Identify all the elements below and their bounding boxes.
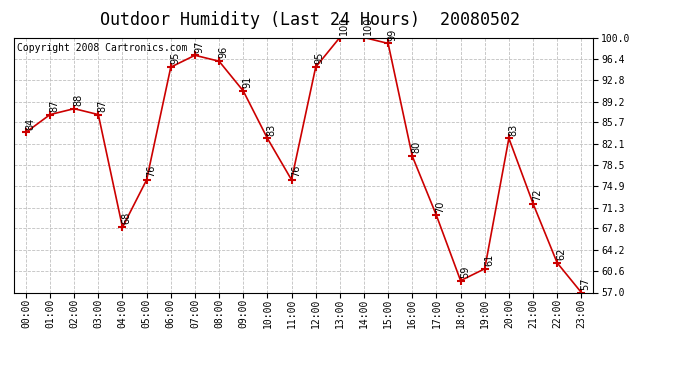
Text: 72: 72 — [532, 188, 542, 201]
Text: 95: 95 — [315, 52, 325, 64]
Text: 95: 95 — [170, 52, 180, 64]
Text: 59: 59 — [460, 266, 470, 278]
Text: Copyright 2008 Cartronics.com: Copyright 2008 Cartronics.com — [17, 43, 187, 52]
Text: 62: 62 — [556, 248, 566, 260]
Text: 57: 57 — [580, 277, 591, 290]
Text: 97: 97 — [194, 40, 204, 53]
Text: 83: 83 — [266, 123, 277, 135]
Text: 61: 61 — [484, 254, 494, 266]
Text: 76: 76 — [146, 165, 156, 177]
Text: 91: 91 — [242, 76, 253, 88]
Text: 100: 100 — [339, 16, 349, 35]
Text: 83: 83 — [508, 123, 518, 135]
Text: 70: 70 — [435, 200, 446, 213]
Text: 68: 68 — [121, 212, 132, 225]
Text: Outdoor Humidity (Last 24 Hours)  20080502: Outdoor Humidity (Last 24 Hours) 2008050… — [101, 11, 520, 29]
Text: 100: 100 — [363, 16, 373, 35]
Text: 84: 84 — [25, 117, 35, 130]
Text: 88: 88 — [73, 94, 83, 106]
Text: 87: 87 — [49, 99, 59, 112]
Text: 76: 76 — [290, 165, 301, 177]
Text: 99: 99 — [387, 28, 397, 40]
Text: 87: 87 — [97, 99, 108, 112]
Text: 96: 96 — [218, 46, 228, 58]
Text: 80: 80 — [411, 141, 422, 153]
